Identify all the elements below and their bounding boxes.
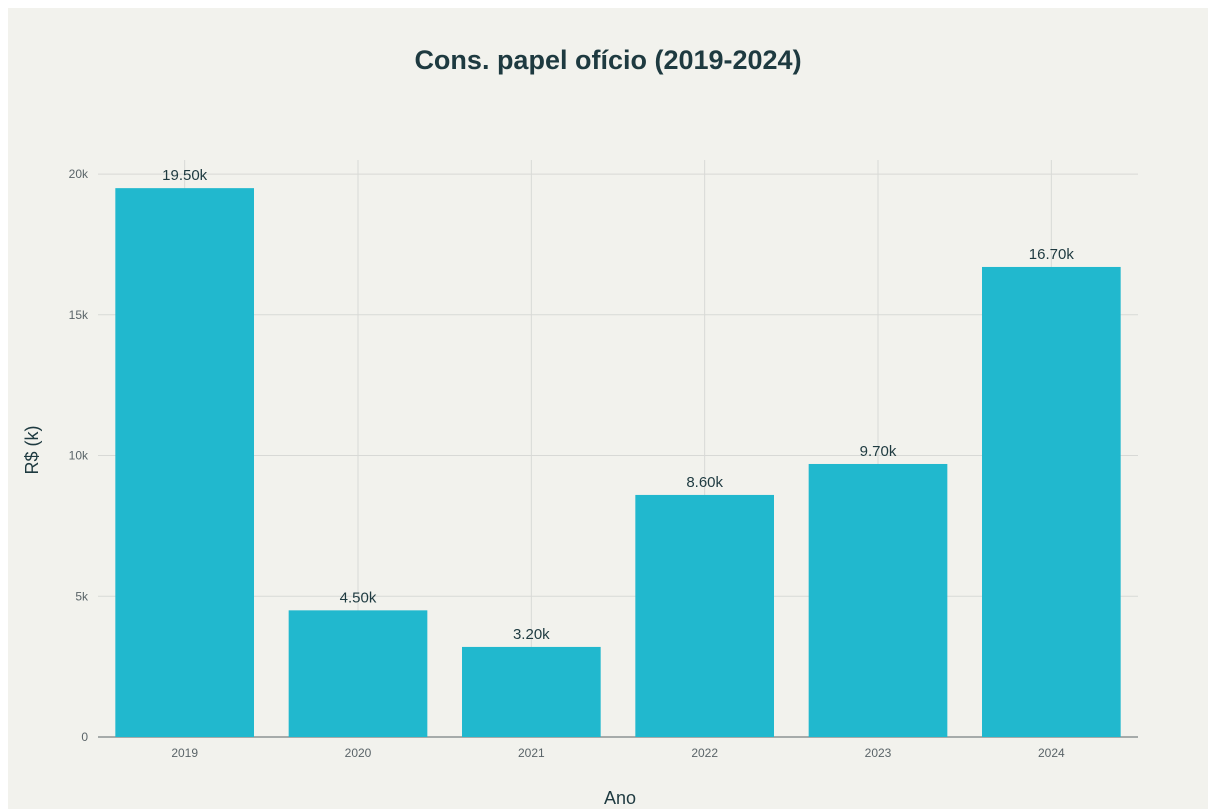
x-tick-label: 2022 <box>691 746 718 760</box>
bar-value-label: 9.70k <box>860 443 897 460</box>
y-tick-label: 10k <box>69 449 89 463</box>
bar-value-label: 3.20k <box>513 626 550 643</box>
x-tick-label: 2021 <box>518 746 545 760</box>
label-layer: 0 5k 10k 15k 20k 19.50k 2019 4.50k 2020 3.20k 2021… <box>69 167 1075 760</box>
x-tick-label: 2019 <box>171 746 198 760</box>
x-tick-label: 2020 <box>345 746 372 760</box>
bar[interactable] <box>462 646 601 737</box>
bar-value-label: 16.70k <box>1029 246 1075 263</box>
bar-layer <box>115 188 1121 737</box>
bar[interactable] <box>115 188 254 737</box>
y-tick-label: 0 <box>81 730 88 744</box>
bar-value-label: 19.50k <box>162 167 208 184</box>
x-tick-label: 2024 <box>1038 746 1065 760</box>
bar-chart: Cons. papel ofício (2019-2024) 0 5k 10k 15k… <box>22 45 1138 808</box>
bar[interactable] <box>635 494 774 737</box>
bar[interactable] <box>982 266 1121 737</box>
y-tick-label: 5k <box>75 589 89 603</box>
x-tick-label: 2023 <box>865 746 892 760</box>
x-axis-title: Ano <box>604 788 636 808</box>
chart-title: Cons. papel ofício (2019-2024) <box>414 45 801 75</box>
chart-frame: Cons. papel ofício (2019-2024) 0 5k 10k 15k… <box>8 8 1208 809</box>
y-tick-label: 15k <box>69 308 89 322</box>
bar-value-label: 4.50k <box>340 589 377 606</box>
y-tick-label: 20k <box>69 167 89 181</box>
y-axis-title: R$ (k) <box>22 426 42 475</box>
bar-value-label: 8.60k <box>686 474 723 491</box>
bar[interactable] <box>288 610 428 737</box>
bar[interactable] <box>808 463 948 737</box>
